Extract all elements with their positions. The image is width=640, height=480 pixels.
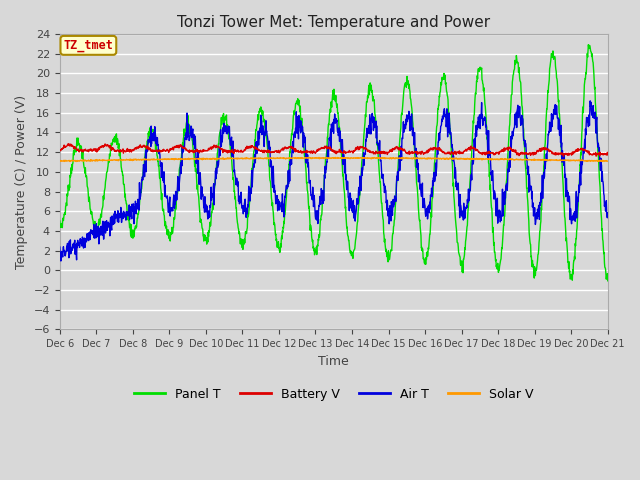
Title: Tonzi Tower Met: Temperature and Power: Tonzi Tower Met: Temperature and Power [177,15,490,30]
Legend: Panel T, Battery V, Air T, Solar V: Panel T, Battery V, Air T, Solar V [129,383,538,406]
X-axis label: Time: Time [318,355,349,368]
Text: TZ_tmet: TZ_tmet [63,39,113,52]
Y-axis label: Temperature (C) / Power (V): Temperature (C) / Power (V) [15,95,28,269]
